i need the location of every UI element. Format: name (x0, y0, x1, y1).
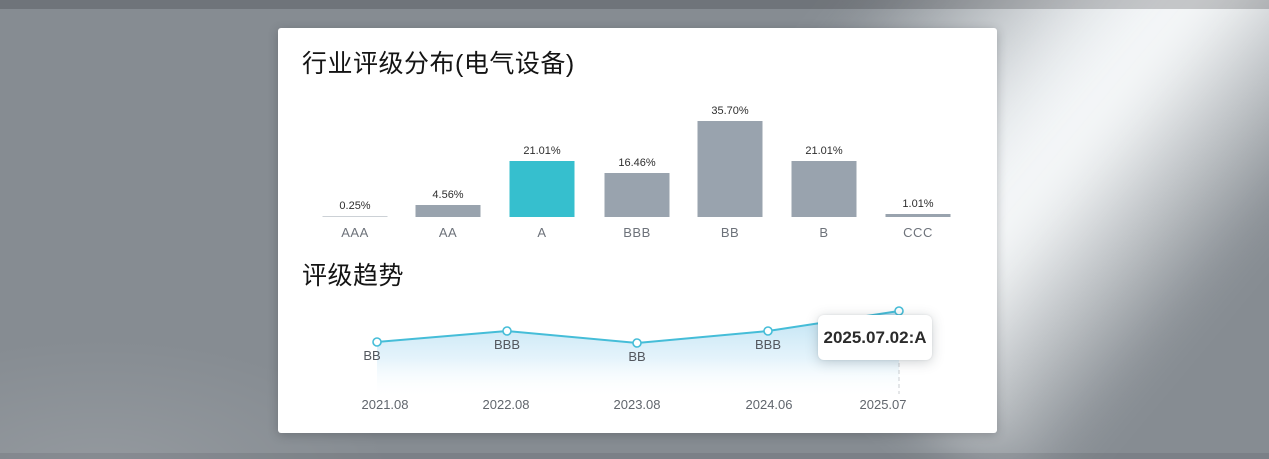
bar-value-label: 4.56% (432, 189, 464, 201)
bar-value-label: 16.46% (618, 157, 656, 169)
top-edge-shade (0, 0, 1269, 9)
bar-category-label: A (537, 225, 547, 240)
bar-a[interactable] (509, 161, 575, 217)
bar-bbb[interactable] (604, 173, 670, 217)
trend-line-chart (372, 306, 904, 394)
point-rating-label: BBB (754, 337, 782, 352)
trend-point-2025.07[interactable] (894, 306, 904, 316)
trend-tooltip: 2025.07.02:A (818, 315, 932, 360)
bar-value-label: 35.70% (711, 105, 749, 117)
distribution-chart-title: 行业评级分布(电气设备) (302, 50, 575, 78)
bar-aaa[interactable] (322, 216, 388, 217)
bar-category-label: BBB (623, 225, 651, 240)
bar-value-label: 0.25% (339, 200, 371, 212)
bar-value-label: 21.01% (523, 145, 561, 157)
point-rating-label: BBB (493, 337, 521, 352)
bar-category-label: CCC (903, 225, 933, 240)
bar-aa[interactable] (415, 205, 481, 217)
point-rating-label: BB (363, 348, 381, 363)
trend-point-2024.06[interactable] (763, 326, 773, 336)
bar-b[interactable] (791, 161, 857, 217)
trend-point-2022.08[interactable] (502, 326, 512, 336)
rating-panel-card: 行业评级分布(电气设备) 0.25% AAA 4.56% AA 21.01% A 16.46… (278, 28, 997, 433)
bar-bb[interactable] (697, 121, 763, 217)
x-axis-label: 2021.08 (361, 397, 409, 412)
bar-category-label: AAA (341, 225, 369, 240)
trend-point-2021.08[interactable] (372, 337, 382, 347)
bar-category-label: AA (438, 225, 458, 240)
bar-category-label: BB (720, 225, 740, 240)
bar-category-label: B (819, 225, 829, 240)
trend-chart-title: 评级趋势 (302, 262, 405, 290)
x-axis-label: 2023.08 (613, 397, 661, 412)
x-axis-label: 2025.07 (859, 397, 907, 412)
trend-point-2023.08[interactable] (632, 338, 642, 348)
bottom-edge-shade (0, 453, 1269, 459)
bar-value-label: 1.01% (902, 198, 934, 210)
bar-value-label: 21.01% (805, 145, 843, 157)
x-axis-label: 2024.06 (745, 397, 793, 412)
x-axis-label: 2022.08 (482, 397, 530, 412)
point-rating-label: BB (628, 349, 646, 364)
bar-ccc[interactable] (885, 214, 951, 217)
